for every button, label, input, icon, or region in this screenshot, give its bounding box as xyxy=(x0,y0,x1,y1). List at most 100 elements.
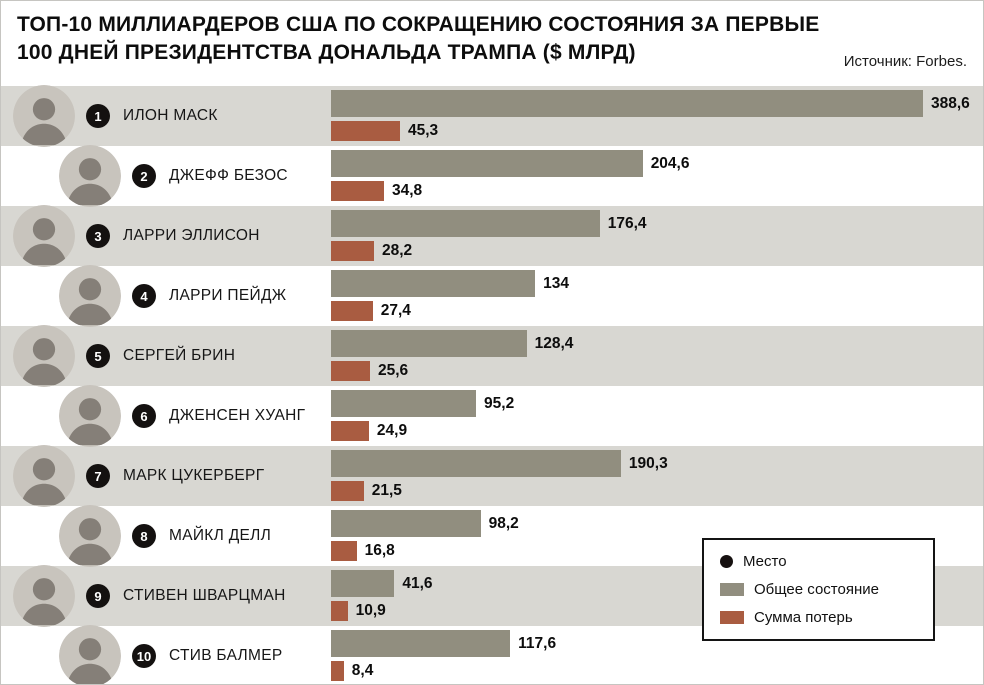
bar-group: 204,6 34,8 xyxy=(331,150,979,201)
loss-bar xyxy=(331,301,373,321)
billionaire-name: МАРК ЦУКЕРБЕРГ xyxy=(123,467,265,484)
rank-number: 5 xyxy=(94,348,102,364)
legend-label-loss: Сумма потерь xyxy=(754,609,853,626)
avatar xyxy=(13,325,75,387)
loss-bar xyxy=(331,121,400,141)
total-wealth-bar xyxy=(331,150,643,177)
total-wealth-swatch xyxy=(720,583,744,596)
rank-badge: 5 xyxy=(86,344,110,368)
bar-group: 128,4 25,6 xyxy=(331,330,979,381)
loss-bar xyxy=(331,421,369,441)
loss-bar xyxy=(331,481,364,501)
loss-line: 25,6 xyxy=(331,361,979,381)
legend-item-rank: Место xyxy=(720,553,917,570)
billionaire-row: 3 ЛАРРИ ЭЛЛИСОН 176,4 28,2 xyxy=(1,205,983,267)
rank-number: 8 xyxy=(140,528,148,544)
rank-badge: 6 xyxy=(132,404,156,428)
person-silhouette-icon xyxy=(13,565,75,627)
total-wealth-bar xyxy=(331,330,527,357)
total-wealth-bar xyxy=(331,390,477,417)
loss-value: 27,4 xyxy=(380,302,411,319)
loss-value: 28,2 xyxy=(381,242,413,259)
loss-line: 24,9 xyxy=(331,421,979,441)
rank-number: 6 xyxy=(140,408,148,424)
person-silhouette-icon xyxy=(59,265,121,327)
rank-badge: 1 xyxy=(86,104,110,128)
rank-badge: 7 xyxy=(86,464,110,488)
rank-number: 9 xyxy=(94,588,102,604)
legend-label-total-wealth: Общее состояние xyxy=(754,581,879,598)
avatar xyxy=(59,625,121,684)
person-silhouette-icon xyxy=(13,85,75,147)
rank-number: 4 xyxy=(140,288,148,304)
total-wealth-line: 176,4 xyxy=(331,210,979,237)
loss-value: 25,6 xyxy=(377,362,409,379)
billionaire-row: 5 СЕРГЕЙ БРИН 128,4 25,6 xyxy=(1,325,983,387)
loss-bar xyxy=(331,661,344,681)
person-silhouette-icon xyxy=(13,445,75,507)
loss-line: 21,5 xyxy=(331,481,979,501)
total-wealth-line: 98,2 xyxy=(331,510,979,537)
loss-value: 10,9 xyxy=(355,602,386,619)
total-wealth-value: 190,3 xyxy=(628,454,668,472)
billionaire-name: ИЛОН МАСК xyxy=(123,107,218,124)
avatar xyxy=(59,265,121,327)
person-silhouette-icon xyxy=(59,505,121,567)
avatar xyxy=(59,385,121,447)
person-silhouette-icon xyxy=(59,385,121,447)
rank-badge: 3 xyxy=(86,224,110,248)
billionaire-name: МАЙКЛ ДЕЛЛ xyxy=(169,527,272,544)
billionaire-name: ЛАРРИ ЭЛЛИСОН xyxy=(123,227,260,244)
billionaire-name: СТИВЕН ШВАРЦМАН xyxy=(123,587,286,604)
legend: Место Общее состояние Сумма потерь xyxy=(702,538,935,641)
bar-group: 190,3 21,5 xyxy=(331,450,979,501)
loss-value: 24,9 xyxy=(376,422,408,439)
rank-badge: 4 xyxy=(132,284,156,308)
loss-bar xyxy=(331,541,357,561)
avatar xyxy=(13,205,75,267)
legend-label-rank: Место xyxy=(743,553,787,570)
loss-swatch xyxy=(720,611,744,624)
avatar xyxy=(13,445,75,507)
billionaire-row: 2 ДЖЕФФ БЕЗОС 204,6 34,8 xyxy=(1,145,983,207)
rank-number: 1 xyxy=(94,108,102,124)
bar-group: 176,4 28,2 xyxy=(331,210,979,261)
loss-value: 21,5 xyxy=(371,482,402,499)
total-wealth-line: 95,2 xyxy=(331,390,979,417)
person-silhouette-icon xyxy=(13,325,75,387)
loss-bar xyxy=(331,361,370,381)
billionaire-row: 4 ЛАРРИ ПЕЙДЖ 134 27,4 xyxy=(1,265,983,327)
loss-value: 8,4 xyxy=(351,662,374,679)
bar-group: 95,2 24,9 xyxy=(331,390,979,441)
rank-badge: 10 xyxy=(132,644,156,668)
loss-line: 34,8 xyxy=(331,181,979,201)
total-wealth-line: 190,3 xyxy=(331,450,979,477)
total-wealth-line: 204,6 xyxy=(331,150,979,177)
billionaire-name: ЛАРРИ ПЕЙДЖ xyxy=(169,287,287,304)
total-wealth-value: 128,4 xyxy=(534,334,574,352)
total-wealth-value: 95,2 xyxy=(484,394,515,412)
legend-item-total-wealth: Общее состояние xyxy=(720,581,917,598)
rank-number: 10 xyxy=(136,648,152,664)
total-wealth-line: 388,6 xyxy=(331,90,979,117)
title-line-2: 100 ДНЕЙ ПРЕЗИДЕНТСТВА ДОНАЛЬДА ТРАМПА (… xyxy=(17,40,636,64)
billionaire-row: 7 МАРК ЦУКЕРБЕРГ 190,3 21,5 xyxy=(1,445,983,507)
loss-line: 10,9 xyxy=(331,601,979,621)
billionaire-row: 6 ДЖЕНСЕН ХУАНГ 95,2 24,9 xyxy=(1,385,983,447)
person-silhouette-icon xyxy=(59,625,121,684)
loss-line: 27,4 xyxy=(331,301,979,321)
total-wealth-value: 204,6 xyxy=(650,154,690,172)
total-wealth-value: 41,6 xyxy=(402,574,433,592)
loss-bar xyxy=(331,601,348,621)
total-wealth-line: 128,4 xyxy=(331,330,979,357)
bar-group: 388,6 45,3 xyxy=(331,90,979,141)
total-wealth-bar xyxy=(331,510,481,537)
page-title: ТОП-10 МИЛЛИАРДЕРОВ США ПО СОКРАЩЕНИЮ СО… xyxy=(17,11,819,86)
rank-number: 7 xyxy=(94,468,102,484)
rank-number: 2 xyxy=(140,168,148,184)
loss-line: 28,2 xyxy=(331,241,979,261)
total-wealth-bar xyxy=(331,210,600,237)
rank-dot-swatch xyxy=(720,555,733,568)
loss-line: 8,4 xyxy=(331,661,979,681)
